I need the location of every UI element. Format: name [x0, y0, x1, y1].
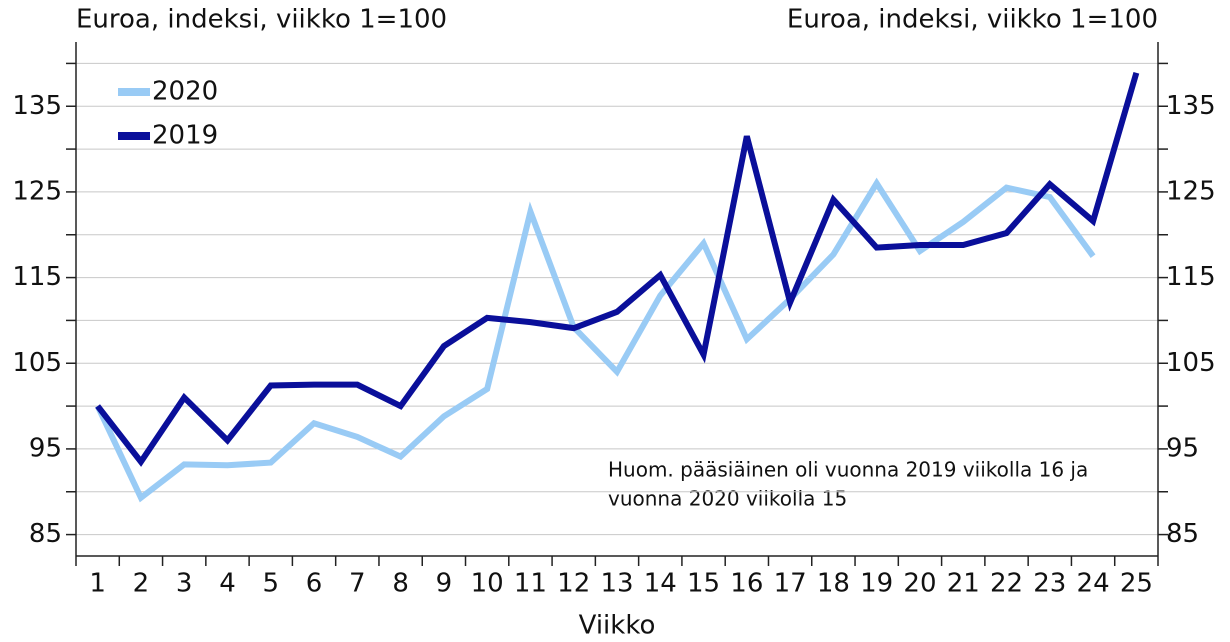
y2-axis-label: Euroa, indeksi, viikko 1=100: [787, 5, 1158, 35]
x-tick-label: 21: [947, 569, 980, 599]
y2-tick-label: 105: [1166, 348, 1216, 378]
y-tick-label: 105: [12, 348, 62, 378]
annotation: Huom. pääsiäinen oli vuonna 2019 viikoll…: [608, 458, 1088, 482]
x-tick-label: 14: [644, 569, 677, 599]
x-tick-label: 3: [176, 569, 193, 599]
x-tick-label: 6: [306, 569, 323, 599]
x-tick-label: 11: [514, 569, 547, 599]
x-tick-label: 1: [89, 569, 106, 599]
x-tick-label: 15: [687, 569, 720, 599]
x-tick-label: 9: [436, 569, 453, 599]
x-tick-label: 4: [219, 569, 236, 599]
x-tick-label: 19: [860, 569, 893, 599]
series-line: [95, 71, 1140, 467]
y2-tick-label: 115: [1166, 262, 1216, 292]
x-tick-label: 2: [133, 569, 150, 599]
annotation: vuonna 2020 viikolla 15: [608, 487, 847, 511]
x-tick-label: 13: [600, 569, 633, 599]
x-tick-label: 12: [557, 569, 590, 599]
legend-label: 2020: [152, 77, 218, 107]
x-tick-label: 16: [730, 569, 763, 599]
y-tick-label: 135: [12, 91, 62, 121]
x-tick-label: 8: [392, 569, 409, 599]
y2-tick-label: 135: [1166, 91, 1216, 121]
x-axis-label: Viikko: [579, 611, 656, 641]
y2-tick-label: 95: [1166, 433, 1199, 463]
x-tick-label: 22: [990, 569, 1023, 599]
y-tick-label: 125: [12, 176, 62, 206]
y2-tick-label: 85: [1166, 519, 1199, 549]
series-line: [94, 177, 1096, 503]
y-tick-label: 115: [12, 262, 62, 292]
x-tick-label: 5: [262, 569, 279, 599]
x-tick-label: 10: [471, 569, 504, 599]
x-tick-label: 24: [1077, 569, 1110, 599]
y-axis-label: Euroa, indeksi, viikko 1=100: [76, 5, 447, 35]
y2-tick-label: 125: [1166, 176, 1216, 206]
x-tick-label: 25: [1120, 569, 1153, 599]
y-tick-label: 95: [29, 433, 62, 463]
x-tick-label: 7: [349, 569, 366, 599]
x-tick-label: 20: [903, 569, 936, 599]
x-tick-label: 18: [817, 569, 850, 599]
y-tick-label: 85: [29, 519, 62, 549]
x-tick-label: 17: [774, 569, 807, 599]
x-tick-label: 23: [1033, 569, 1066, 599]
legend-label: 2019: [152, 121, 218, 151]
